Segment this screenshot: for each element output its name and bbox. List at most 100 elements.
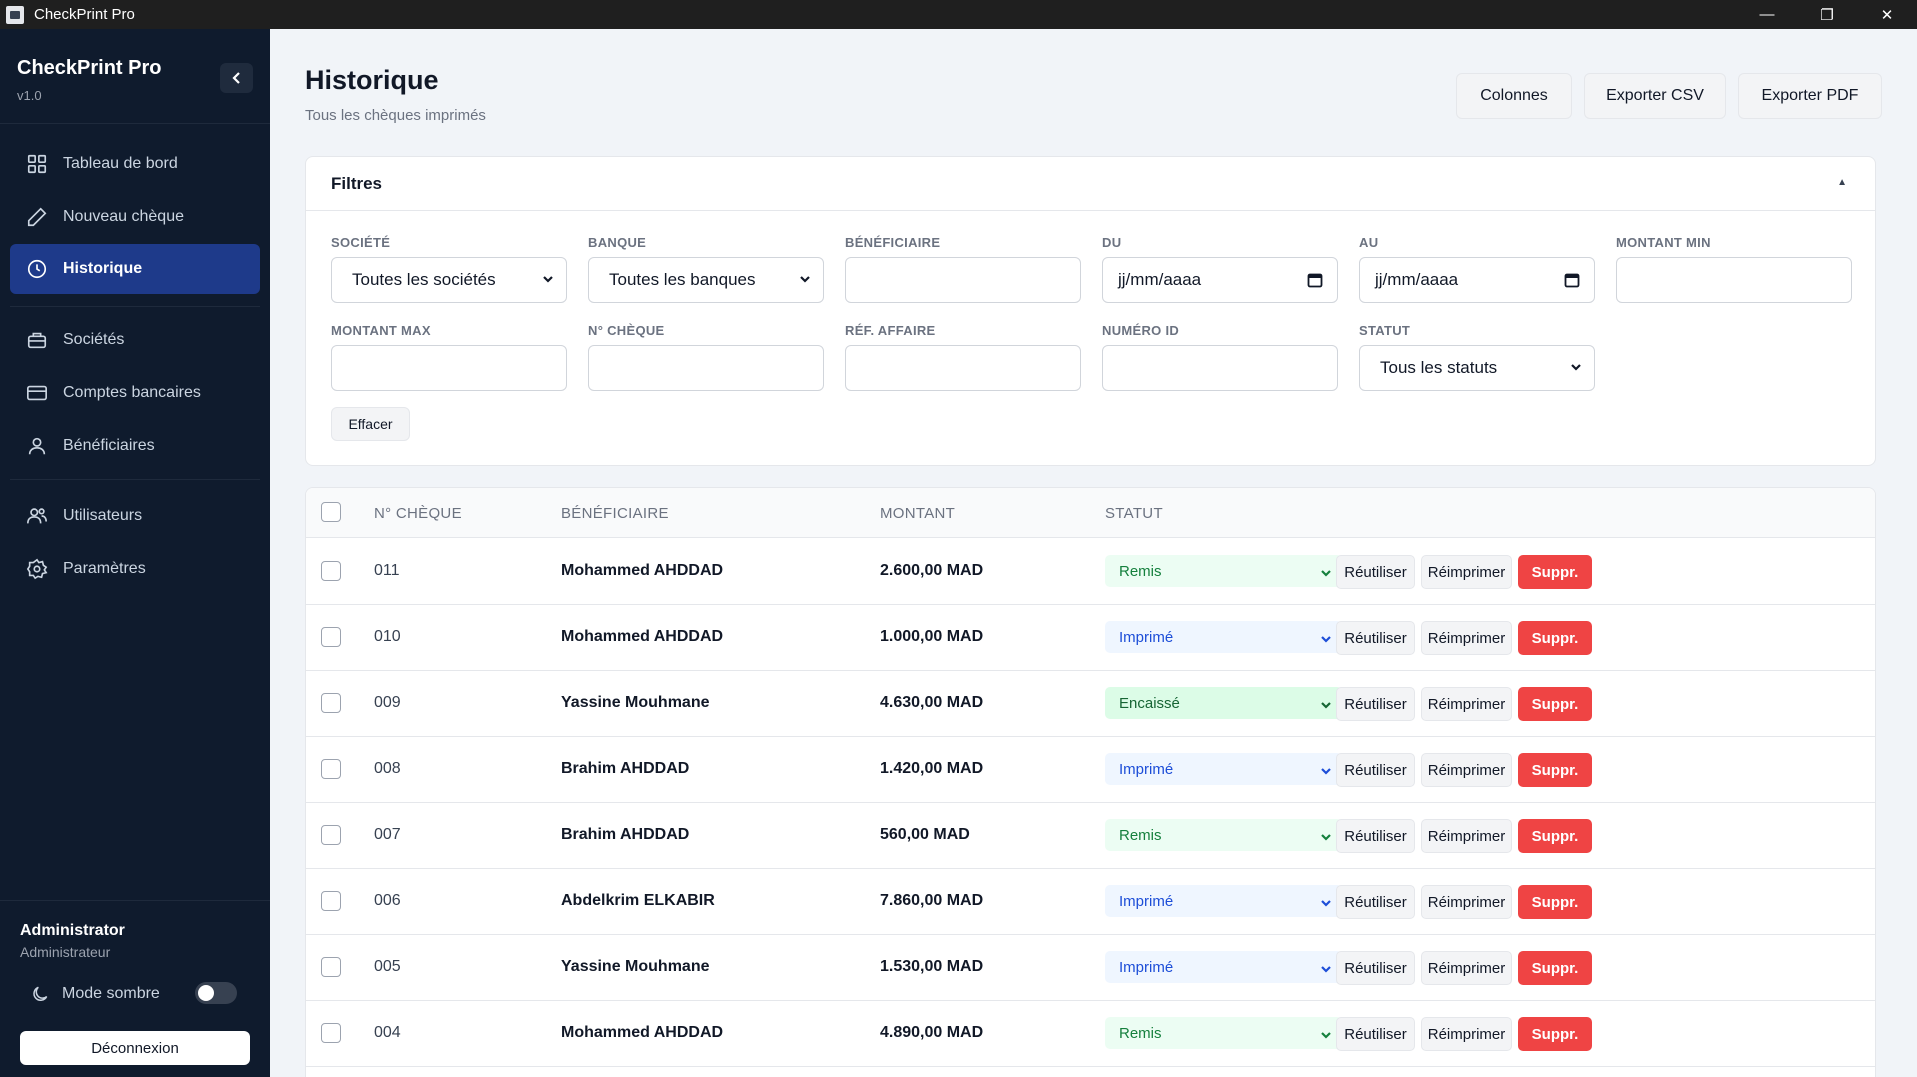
- delete-button[interactable]: Suppr.: [1518, 819, 1592, 853]
- n-cheque-input[interactable]: [588, 345, 824, 391]
- montant-max-input[interactable]: [331, 345, 567, 391]
- reprint-button[interactable]: Réimprimer: [1421, 885, 1512, 919]
- minimize-icon[interactable]: —: [1759, 6, 1775, 23]
- numero-id-input[interactable]: [1102, 345, 1338, 391]
- delete-button[interactable]: Suppr.: [1518, 621, 1592, 655]
- row-checkbox[interactable]: [321, 1023, 341, 1043]
- calendar-icon[interactable]: [1307, 272, 1323, 288]
- sidebar-item-companies[interactable]: Sociétés: [10, 315, 260, 365]
- delete-button[interactable]: Suppr.: [1518, 687, 1592, 721]
- column-header-montant[interactable]: MONTANT: [880, 505, 956, 522]
- sidebar-item-label: Nouveau chèque: [63, 208, 184, 225]
- reprint-button[interactable]: Réimprimer: [1421, 687, 1512, 721]
- sidebar-divider: [0, 900, 270, 901]
- ref-affaire-input[interactable]: [845, 345, 1081, 391]
- row-checkbox[interactable]: [321, 891, 341, 911]
- statut-select[interactable]: Tous les statuts: [1359, 345, 1595, 391]
- clock-icon: [26, 258, 48, 280]
- status-select[interactable]: Remis: [1105, 819, 1342, 851]
- reprint-button[interactable]: Réimprimer: [1421, 555, 1512, 589]
- sidebar-item-label: Paramètres: [63, 560, 146, 577]
- sidebar-item-beneficiaries[interactable]: Bénéficiaires: [10, 421, 260, 471]
- reuse-button[interactable]: Réutiliser: [1336, 951, 1415, 985]
- sidebar-item-dashboard[interactable]: Tableau de bord: [10, 139, 260, 189]
- chevron-down-icon: [799, 270, 811, 283]
- delete-button[interactable]: Suppr.: [1518, 555, 1592, 589]
- societe-select[interactable]: Toutes les sociétés: [331, 257, 567, 303]
- table-row: 005 Yassine Mouhmane 1.530,00 MAD Imprimé Ré…: [306, 935, 1875, 1001]
- sidebar-item-settings[interactable]: Paramètres: [10, 544, 260, 594]
- sidebar-item-new-check[interactable]: Nouveau chèque: [10, 192, 260, 242]
- sidebar-item-label: Historique: [63, 260, 143, 277]
- collapse-sidebar-button[interactable]: [220, 63, 253, 93]
- banque-select-value: Toutes les banques: [609, 270, 756, 289]
- column-header-num[interactable]: N° CHÈQUE: [374, 505, 462, 522]
- status-select[interactable]: Imprimé: [1105, 753, 1342, 785]
- pencil-icon: [26, 206, 48, 228]
- row-checkbox[interactable]: [321, 957, 341, 977]
- maximize-icon[interactable]: ❐: [1820, 6, 1834, 24]
- column-header-statut[interactable]: STATUT: [1105, 505, 1163, 522]
- reuse-button[interactable]: Réutiliser: [1336, 1017, 1415, 1051]
- status-select[interactable]: Imprimé: [1105, 951, 1342, 983]
- reprint-button[interactable]: Réimprimer: [1421, 951, 1512, 985]
- status-select[interactable]: Encaissé: [1105, 687, 1342, 719]
- reprint-button[interactable]: Réimprimer: [1421, 819, 1512, 853]
- dark-mode-toggle[interactable]: [195, 982, 237, 1004]
- delete-button[interactable]: Suppr.: [1518, 1017, 1592, 1051]
- reprint-button[interactable]: Réimprimer: [1421, 1017, 1512, 1051]
- row-checkbox[interactable]: [321, 627, 341, 647]
- sidebar-item-history[interactable]: Historique: [10, 244, 260, 294]
- reuse-button[interactable]: Réutiliser: [1336, 621, 1415, 655]
- filter-label-du: DU: [1102, 235, 1122, 250]
- montant-min-input[interactable]: [1616, 257, 1852, 303]
- status-select[interactable]: Remis: [1105, 1017, 1342, 1049]
- reuse-button[interactable]: Réutiliser: [1336, 753, 1415, 787]
- scrollbar[interactable]: [1907, 29, 1917, 1077]
- sidebar-item-users[interactable]: Utilisateurs: [10, 491, 260, 541]
- sidebar-item-label: Utilisateurs: [63, 507, 143, 524]
- clear-filters-button[interactable]: Effacer: [331, 407, 410, 441]
- filters-header[interactable]: Filtres ▲: [306, 157, 1875, 211]
- filters-panel: Filtres ▲ SOCIÉTÉ Toutes les sociétés BA…: [305, 156, 1876, 466]
- status-select[interactable]: Imprimé: [1105, 621, 1342, 653]
- table-row: 007 Brahim AHDDAD 560,00 MAD Remis Réutilise…: [306, 803, 1875, 869]
- banque-select[interactable]: Toutes les banques: [588, 257, 824, 303]
- page-title: Historique: [305, 65, 439, 95]
- delete-button[interactable]: Suppr.: [1518, 885, 1592, 919]
- export-csv-button[interactable]: Exporter CSV: [1584, 73, 1726, 119]
- date-from-input[interactable]: jj/mm/aaaa: [1102, 257, 1338, 303]
- status-value: Imprimé: [1119, 760, 1174, 778]
- columns-button[interactable]: Colonnes: [1456, 73, 1572, 119]
- app-name: CheckPrint Pro: [17, 57, 162, 79]
- reuse-button[interactable]: Réutiliser: [1336, 687, 1415, 721]
- select-all-checkbox[interactable]: [321, 502, 341, 522]
- delete-button[interactable]: Suppr.: [1518, 951, 1592, 985]
- logout-button[interactable]: Déconnexion: [20, 1031, 250, 1065]
- amount: 1.420,00 MAD: [880, 760, 984, 777]
- row-checkbox[interactable]: [321, 561, 341, 581]
- status-value: Remis: [1119, 562, 1162, 580]
- close-icon[interactable]: ✕: [1880, 6, 1894, 24]
- status-select[interactable]: Imprimé: [1105, 885, 1342, 917]
- filter-label-numero-id: NUMÉRO ID: [1102, 323, 1180, 338]
- row-checkbox[interactable]: [321, 825, 341, 845]
- reuse-button[interactable]: Réutiliser: [1336, 885, 1415, 919]
- status-select[interactable]: Remis: [1105, 555, 1342, 587]
- calendar-icon[interactable]: [1564, 272, 1580, 288]
- delete-button[interactable]: Suppr.: [1518, 753, 1592, 787]
- date-to-input[interactable]: jj/mm/aaaa: [1359, 257, 1595, 303]
- beneficiaire-input[interactable]: [845, 257, 1081, 303]
- reuse-button[interactable]: Réutiliser: [1336, 555, 1415, 589]
- societe-select-value: Toutes les sociétés: [352, 270, 496, 289]
- collapse-caret-icon[interactable]: ▲: [1837, 177, 1847, 188]
- row-checkbox[interactable]: [321, 693, 341, 713]
- sidebar-item-bank-accounts[interactable]: Comptes bancaires: [10, 368, 260, 418]
- column-header-beneficiaire[interactable]: BÉNÉFICIAIRE: [561, 505, 669, 522]
- export-pdf-button[interactable]: Exporter PDF: [1738, 73, 1882, 119]
- row-checkbox[interactable]: [321, 759, 341, 779]
- reprint-button[interactable]: Réimprimer: [1421, 753, 1512, 787]
- reuse-button[interactable]: Réutiliser: [1336, 819, 1415, 853]
- filter-label-societe: SOCIÉTÉ: [331, 235, 391, 250]
- reprint-button[interactable]: Réimprimer: [1421, 621, 1512, 655]
